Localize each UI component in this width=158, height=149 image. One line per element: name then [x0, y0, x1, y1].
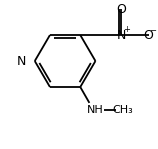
Text: −: −: [150, 26, 157, 35]
Text: O: O: [144, 29, 153, 42]
Text: N: N: [16, 55, 26, 67]
Text: N: N: [117, 29, 126, 42]
Text: CH₃: CH₃: [112, 105, 133, 115]
Text: NH: NH: [87, 105, 104, 115]
Text: +: +: [123, 25, 130, 34]
Text: O: O: [116, 3, 126, 16]
